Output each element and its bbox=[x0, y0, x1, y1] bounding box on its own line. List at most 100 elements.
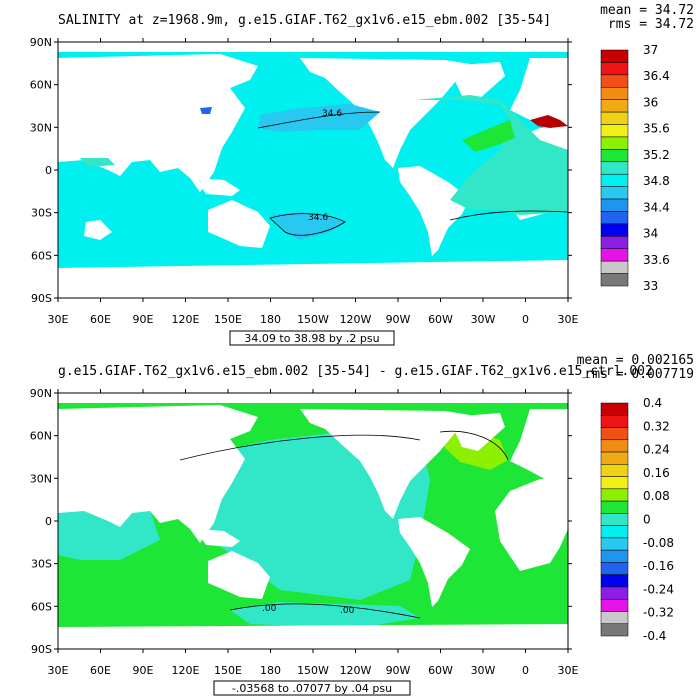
colorbar-label: 33.6 bbox=[643, 253, 670, 267]
colorbar-swatch bbox=[600, 186, 629, 200]
panel-2-contour-label: .00 bbox=[262, 604, 277, 614]
colorbar-label: 37 bbox=[643, 43, 658, 57]
lon-label: 180 bbox=[260, 313, 281, 326]
colorbar-label: 0 bbox=[643, 513, 651, 527]
panel-2-contour-southern bbox=[229, 603, 421, 619]
lat-label: 90N bbox=[30, 36, 52, 49]
lat-label: 90S bbox=[31, 292, 52, 305]
lon-label: 90W bbox=[386, 313, 411, 326]
panel-1-land bbox=[58, 42, 568, 298]
colorbar-swatch bbox=[600, 402, 629, 416]
colorbar-label: 0.16 bbox=[643, 466, 670, 480]
lon-label: 90E bbox=[133, 313, 154, 326]
panel-salinity: SALINITY at z=1968.9m, g.e15.GIAF.T62_gx… bbox=[30, 3, 694, 346]
lon-label: 30W bbox=[471, 664, 496, 677]
panel-2-rms: rms = 0.007719 bbox=[584, 367, 694, 382]
panel-2-map bbox=[58, 393, 568, 649]
lon-label: 60W bbox=[428, 313, 453, 326]
colorbar-label: 0.32 bbox=[643, 419, 670, 433]
colorbar-label: 36 bbox=[643, 95, 658, 109]
panel-2-mean: mean = 0.002165 bbox=[577, 353, 694, 368]
lon-label: 60E bbox=[90, 313, 111, 326]
panel-2-range-label: -.03568 to .07077 by .04 psu bbox=[232, 682, 392, 695]
lat-label: 0 bbox=[45, 515, 52, 528]
panel-2-indian-cyan bbox=[58, 500, 160, 560]
colorbar-swatch bbox=[600, 111, 629, 125]
panel-2-contour-pacific bbox=[179, 434, 421, 461]
colorbar-swatch bbox=[600, 223, 629, 237]
panel-1-title: SALINITY at z=1968.9m, g.e15.GIAF.T62_gx… bbox=[58, 13, 551, 28]
panel-1-contour-north bbox=[257, 111, 381, 129]
colorbar-swatch bbox=[600, 464, 629, 477]
colorbar-swatch bbox=[600, 415, 629, 428]
colorbar-swatch bbox=[600, 273, 629, 287]
lat-label: 60N bbox=[30, 430, 52, 443]
panel-2-range-box bbox=[213, 680, 411, 696]
colorbar-label: -0.16 bbox=[643, 559, 674, 573]
colorbar-swatch bbox=[600, 260, 629, 274]
colorbar-label: -0.08 bbox=[643, 536, 674, 550]
colorbar-swatch bbox=[600, 562, 629, 575]
colorbar-swatch bbox=[600, 598, 629, 612]
panel-1-south-pacific-fresh bbox=[270, 212, 345, 240]
colorbar-label: 36.4 bbox=[643, 69, 670, 83]
colorbar-swatch bbox=[600, 537, 629, 551]
panel-1-contour-label: 34.6 bbox=[322, 109, 342, 119]
colorbar-label: 0.4 bbox=[643, 396, 662, 410]
lat-label: 60N bbox=[30, 79, 52, 92]
panel-1-axes: 90N 60N 30N 0 30S 60S 90S 30E 60E 90E 120E 150E 180 1… bbox=[30, 36, 579, 326]
colorbar-swatch bbox=[600, 236, 629, 249]
colorbar-swatch bbox=[600, 525, 629, 539]
lon-label: 30E bbox=[558, 664, 579, 677]
panel-difference: g.e15.GIAF.T62_gx1v6.e15_ebm.002 [35-54]… bbox=[30, 353, 694, 696]
colorbar-label: 34 bbox=[643, 227, 658, 241]
panel-1-contour-south bbox=[269, 213, 346, 236]
panel-2-southern-cyan bbox=[230, 602, 420, 626]
lat-label: 30N bbox=[30, 472, 52, 485]
colorbar-swatch bbox=[600, 87, 629, 100]
colorbar-swatch bbox=[600, 513, 629, 526]
colorbar-swatch bbox=[600, 62, 629, 76]
lon-label: 150W bbox=[297, 664, 329, 677]
colorbar-swatch bbox=[600, 99, 629, 113]
lon-label: 0 bbox=[522, 664, 529, 677]
panel-2-contour-labrador bbox=[439, 430, 509, 461]
colorbar-swatch bbox=[600, 623, 629, 637]
lon-label: 90E bbox=[133, 664, 154, 677]
colorbar-swatch bbox=[600, 149, 629, 163]
lon-label: 150E bbox=[214, 313, 242, 326]
colorbar-swatch bbox=[600, 427, 629, 441]
colorbar-swatch bbox=[600, 198, 629, 212]
lon-label: 90W bbox=[386, 664, 411, 677]
lon-label: 150E bbox=[214, 664, 242, 677]
panel-1-indian-patch bbox=[80, 158, 115, 167]
lon-label: 60W bbox=[428, 664, 453, 677]
panel-1-colorbar: 37 36.4 36 35.6 35.2 34.8 34.4 34 33.6 33 bbox=[600, 43, 670, 293]
panel-2-title: g.e15.GIAF.T62_gx1v6.e15_ebm.002 [35-54]… bbox=[58, 364, 653, 379]
colorbar-swatch bbox=[600, 549, 629, 563]
panel-1-range-box bbox=[229, 330, 395, 346]
colorbar-swatch bbox=[600, 248, 629, 262]
panel-1-north-pacific-fresh bbox=[258, 104, 380, 132]
lat-label: 60S bbox=[31, 249, 52, 262]
colorbar-label: 0.08 bbox=[643, 489, 670, 503]
lon-label: 30E bbox=[48, 313, 69, 326]
lon-label: 120E bbox=[172, 664, 200, 677]
colorbar-label: -0.24 bbox=[643, 582, 674, 596]
lon-label: 120W bbox=[340, 664, 372, 677]
lon-label: 120W bbox=[340, 313, 372, 326]
colorbar-label: -0.4 bbox=[643, 629, 666, 643]
lon-label: 60E bbox=[90, 664, 111, 677]
colorbar-swatch bbox=[600, 611, 629, 624]
lon-label: 180 bbox=[260, 664, 281, 677]
panel-2-colorbar: 0.4 0.32 0.24 0.16 0.08 0 -0.08 -0.16 -0.24 -0.32… bbox=[600, 396, 674, 643]
colorbar-label: 0.24 bbox=[643, 443, 670, 457]
lon-label: 150W bbox=[297, 313, 329, 326]
panel-1-map bbox=[58, 42, 568, 298]
panel-1-red-sea bbox=[530, 115, 568, 128]
colorbar-swatch bbox=[600, 488, 629, 502]
lon-label: 0 bbox=[522, 313, 529, 326]
lat-label: 90S bbox=[31, 643, 52, 656]
panel-1-rms: rms = 34.72 bbox=[608, 17, 694, 32]
